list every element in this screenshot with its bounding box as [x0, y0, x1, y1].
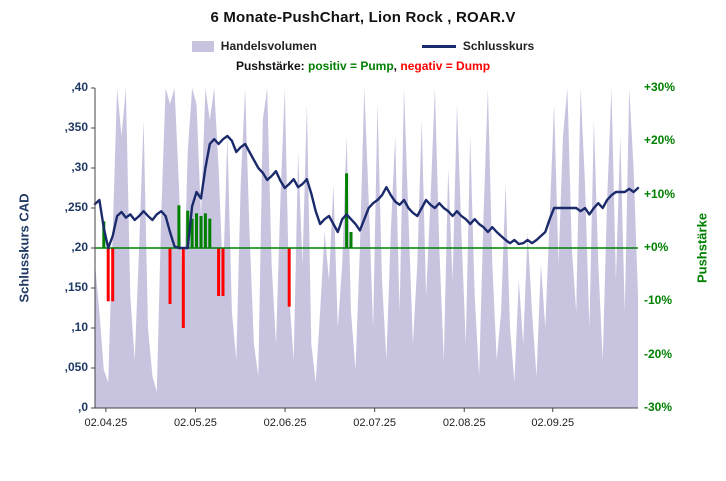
right-axis-tick-label: +0%: [644, 240, 669, 254]
push-bar-negative: [217, 248, 221, 296]
x-axis-tick-label: 02.08.25: [442, 417, 486, 429]
left-axis-tick-label: ,30: [71, 160, 88, 174]
push-legend-positive: positiv = Pump: [307, 59, 394, 73]
push-bar-positive: [199, 216, 203, 248]
close-line-swatch-icon: [421, 44, 456, 48]
left-axis-tick-label: ,050: [64, 360, 88, 374]
x-axis-tick-label: 02.06.25: [263, 417, 307, 429]
push-bar-negative: [111, 248, 115, 302]
push-bar-positive: [177, 205, 181, 248]
push-bar-positive: [102, 221, 106, 248]
left-axis-tick-label: ,150: [64, 280, 88, 294]
push-bar-negative: [221, 248, 225, 296]
push-legend-negative: negativ = Dump: [400, 59, 491, 73]
right-axis-tick-label: +20%: [644, 133, 676, 148]
push-legend-prefix: Pushstärke:: [235, 59, 305, 73]
volume-swatch-icon: [191, 40, 214, 52]
left-axis-tick-label: ,0: [77, 400, 88, 414]
close-price-line: [93, 134, 640, 250]
push-bar-positive: [190, 218, 194, 248]
right-axis-tick-label: -20%: [644, 346, 673, 361]
x-axis-tick-label: 02.09.25: [531, 417, 575, 429]
x-axis-tick-label: 02.04.25: [84, 417, 128, 429]
legend-item-close: Schlusskurs: [421, 39, 535, 53]
push-bar-positive: [345, 173, 349, 248]
right-axis-title: Pushstärke: [694, 212, 710, 284]
push-bar-negative: [106, 248, 110, 302]
right-axis-tick-label: -10%: [644, 293, 673, 308]
push-bar-negative: [168, 248, 172, 304]
push-bar-positive: [203, 213, 207, 248]
push-bar-positive: [349, 232, 353, 248]
legend: Handelsvolumen Schlusskurs: [0, 39, 726, 53]
right-axis-tick-label: +10%: [644, 186, 676, 201]
push-bar-positive: [208, 218, 212, 248]
left-axis-tick-label: ,10: [71, 320, 88, 334]
legend-close-label: Schlusskurs: [462, 39, 535, 53]
chart-title: 6 Monate-PushChart, Lion Rock , ROAR.V: [210, 9, 516, 26]
push-legend: Pushstärke: positiv = Pump, negativ = Du…: [0, 59, 726, 73]
left-axis-tick-label: ,20: [71, 240, 88, 254]
left-axis-tick-label: ,250: [64, 200, 88, 214]
right-axis-tick-label: +30%: [644, 80, 676, 94]
push-bar-positive: [186, 210, 190, 248]
x-axis-tick-label: 02.05.25: [174, 417, 217, 429]
push-bar-negative: [287, 248, 291, 307]
push-legend-separator: ,: [393, 59, 398, 73]
legend-item-volume: Handelsvolumen: [191, 39, 317, 53]
x-axis-tick-label: 02.07.25: [353, 417, 397, 429]
legend-volume-label: Handelsvolumen: [220, 39, 317, 53]
push-bar-negative: [181, 248, 185, 328]
push-bar-positive: [195, 213, 198, 248]
left-axis-tick-label: ,350: [64, 120, 88, 134]
left-axis-tick-label: ,40: [71, 80, 88, 94]
left-axis-title: Schlusskurs CAD: [16, 193, 32, 303]
right-axis-tick-label: -30%: [644, 400, 673, 414]
